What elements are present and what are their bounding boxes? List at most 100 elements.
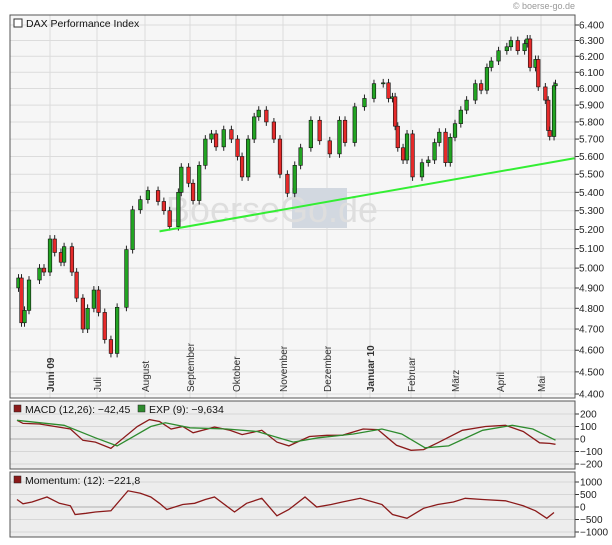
candle-up [124, 249, 129, 308]
candle-down [271, 121, 277, 140]
y-tick-label: 4.700 [579, 325, 604, 336]
candle-up [130, 209, 135, 250]
legend-label-macd: MACD (12,26): −42,45 [25, 404, 131, 416]
candle-up [496, 50, 501, 62]
y-tick-label: 500 [580, 490, 597, 501]
candle-up [551, 85, 557, 137]
candle-down [239, 156, 245, 178]
candle-up [256, 109, 261, 118]
candle-up [553, 83, 558, 87]
candle-up [489, 60, 494, 68]
y-tick-label: 6.300 [579, 36, 604, 47]
y-tick-label: 6.000 [579, 84, 604, 95]
candle-up [292, 165, 297, 194]
candle-down [515, 40, 520, 52]
x-tick-label: Dezember [323, 345, 334, 392]
candle-down [527, 38, 533, 68]
candle-down [285, 173, 290, 194]
candle-down [161, 201, 166, 212]
candle-up [484, 67, 490, 91]
candle-down [69, 246, 75, 273]
x-tick-label: Mai [537, 376, 548, 392]
series-line-macd [16, 418, 556, 451]
y-tick-label: 5.900 [579, 101, 604, 112]
y-tick-label: 5.500 [579, 170, 604, 181]
x-tick-label: April [496, 372, 507, 392]
y-tick-label: 5.200 [579, 225, 604, 236]
candle-up [381, 82, 386, 85]
x-tick-label: März [451, 370, 462, 392]
y-tick-label: 6.100 [579, 68, 604, 79]
candle-up [298, 147, 303, 166]
candle-up [91, 289, 96, 309]
candle-down [393, 96, 398, 127]
candle-down [108, 339, 114, 354]
candle-up [337, 119, 342, 155]
candle-up [22, 310, 27, 324]
y-tick-label: 1000 [580, 478, 603, 489]
price-panel: 6.400 6.300 6.200 6.100 6.000 5.900 5.800 5.700… [9, 14, 604, 401]
y-tick-label: 6.200 [579, 52, 604, 63]
candle-down [400, 147, 406, 161]
candle-up [352, 106, 357, 143]
x-tick-label: Juni 09 [46, 357, 57, 392]
candle-up [473, 83, 478, 101]
indicator-border [9, 400, 576, 470]
legend-swatch-momentum [13, 475, 22, 484]
candle-down [342, 119, 348, 143]
y-tick-label: 5.300 [579, 206, 604, 217]
candle-up [426, 159, 431, 163]
candle-down [213, 133, 219, 148]
y-tick-label: 4.800 [579, 304, 604, 315]
candle-down [386, 82, 391, 99]
candle-up [458, 109, 463, 124]
candle-up [26, 279, 32, 311]
candle-up [47, 238, 53, 273]
candle-down [19, 277, 24, 324]
candle-up [176, 192, 181, 227]
y-tick-label: 5.400 [579, 188, 604, 199]
x-tick-label: September [186, 342, 197, 392]
legend-label-signal: EXP (9): −9,634 [149, 404, 224, 416]
y-tick-label: 5.700 [579, 135, 604, 146]
candle-down [543, 86, 548, 101]
indicator-background [10, 401, 575, 469]
y-tick-label: 4.900 [579, 284, 604, 295]
candle-down [327, 140, 332, 155]
candle-down [186, 166, 191, 184]
candle-up [419, 162, 425, 178]
candle-down [102, 312, 107, 340]
series-line-momentum [16, 490, 555, 520]
candle-up [371, 83, 377, 99]
y-tick-label: −200 [580, 460, 603, 471]
candle-up [252, 116, 257, 140]
y-tick-label: 200 [580, 410, 597, 421]
candle-up [464, 99, 469, 111]
candle-down [264, 109, 269, 123]
indicator-background [10, 472, 575, 537]
series-line-signal [16, 419, 556, 449]
candle-up [221, 129, 226, 148]
candle-up [437, 131, 442, 143]
legend-swatch [13, 18, 23, 28]
candle-down [167, 210, 172, 227]
y-tick-label: 5.000 [579, 264, 604, 275]
candle-down [536, 59, 541, 88]
candle-up [452, 123, 458, 138]
candle-down [155, 190, 161, 202]
y-tick-label: 100 [580, 422, 597, 433]
y-tick-label: 4.400 [579, 390, 604, 401]
candle-up [115, 306, 120, 354]
candle-down [479, 83, 484, 91]
price-panel-border [9, 14, 576, 399]
candle-up [61, 246, 67, 263]
y-tick-label: 0 [580, 435, 586, 446]
candle-down [80, 297, 85, 330]
candle-up [432, 142, 437, 161]
candle-up [179, 166, 184, 193]
candle-up [308, 119, 313, 149]
candle-up [209, 133, 214, 140]
candle-down [410, 133, 415, 178]
x-tick-label: August [141, 361, 152, 392]
